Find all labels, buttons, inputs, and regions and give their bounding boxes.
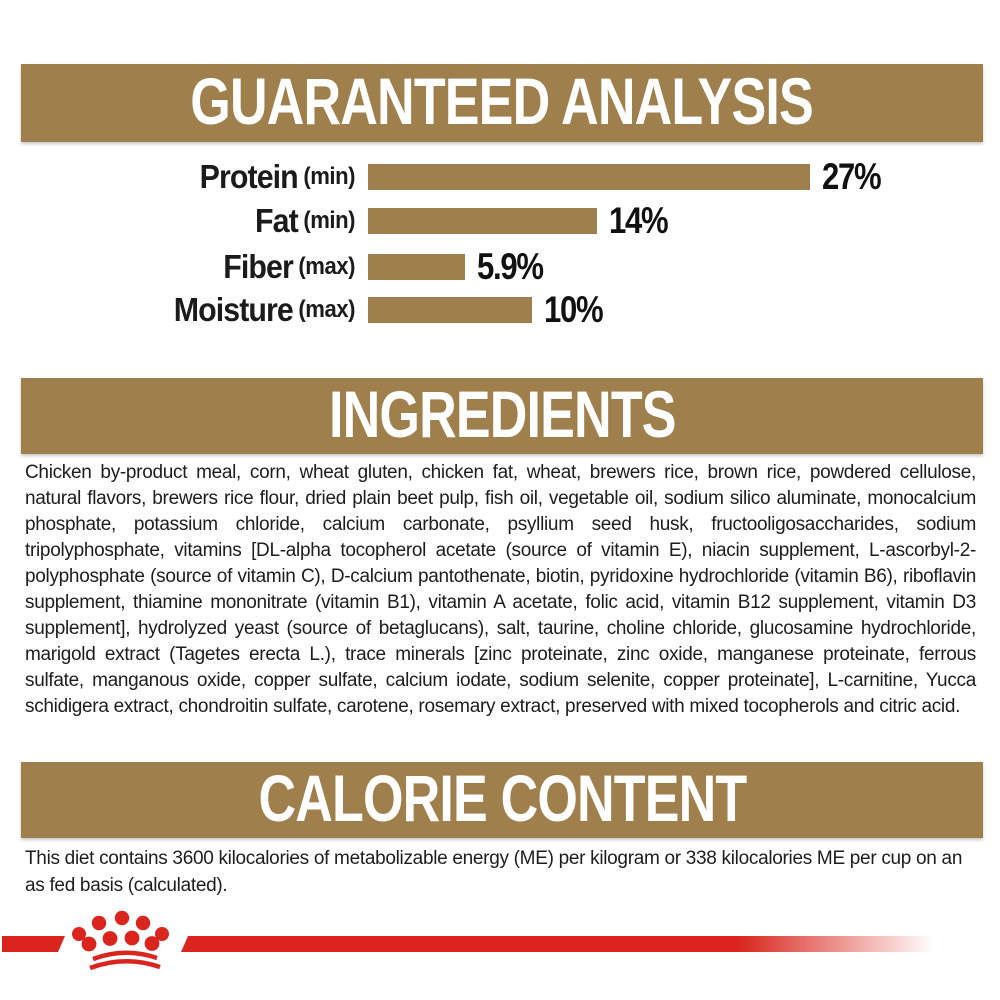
nutrient-name: Fat	[255, 202, 299, 239]
ingredients-title: INGREDIENTS	[328, 378, 677, 453]
brand-divider-line	[181, 936, 1000, 952]
nutrient-name: Fiber	[223, 248, 294, 285]
royal-canin-crown-icon	[72, 910, 169, 971]
protein-bar	[368, 164, 810, 190]
fat-value: 14%	[609, 200, 669, 241]
brand-divider-left-segment	[2, 936, 65, 952]
nutrient-name: Protein	[199, 158, 299, 195]
fiber-value: 5.9%	[477, 246, 544, 287]
moisture-bar	[368, 297, 532, 323]
nutrient-qualifier: (max)	[298, 253, 355, 280]
nutrient-qualifier: (max)	[298, 296, 355, 323]
analysis-label-moisture: Moisture (max)	[28, 291, 356, 328]
analysis-label-fiber: Fiber (max)	[28, 248, 355, 285]
analysis-track: 10%	[368, 289, 614, 330]
fat-bar	[368, 208, 597, 234]
analysis-label-protein: Protein (min)	[28, 158, 356, 195]
calorie-content-band: CALORIE CONTENT	[21, 762, 983, 838]
analysis-track: 14%	[368, 200, 679, 241]
guaranteed-analysis-title: GUARANTEED ANALYSIS	[190, 65, 814, 140]
analysis-row-fiber: Fiber (max) 5.9%	[0, 246, 1000, 287]
nutrient-qualifier: (min)	[303, 163, 355, 190]
analysis-row-fat: Fat (min) 14%	[0, 200, 1000, 241]
ingredients-paragraph: Chicken by-product meal, corn, wheat glu…	[25, 462, 976, 717]
ingredients-band: INGREDIENTS	[21, 378, 983, 454]
nutrient-name: Moisture	[173, 291, 294, 328]
guaranteed-analysis-band: GUARANTEED ANALYSIS	[21, 64, 983, 142]
protein-value: 27%	[822, 156, 882, 197]
calorie-content-paragraph: This diet contains 3600 kilocalories of …	[25, 848, 963, 896]
analysis-row-moisture: Moisture (max) 10%	[0, 289, 1000, 330]
analysis-track: 27%	[368, 156, 892, 197]
calorie-content-title: CALORIE CONTENT	[258, 762, 747, 837]
fiber-bar	[368, 254, 465, 280]
analysis-track: 5.9%	[368, 246, 555, 287]
moisture-value: 10%	[544, 289, 604, 330]
analysis-label-fat: Fat (min)	[28, 202, 355, 239]
nutrient-qualifier: (min)	[303, 207, 355, 234]
analysis-row-protein: Protein (min) 27%	[0, 156, 1000, 197]
